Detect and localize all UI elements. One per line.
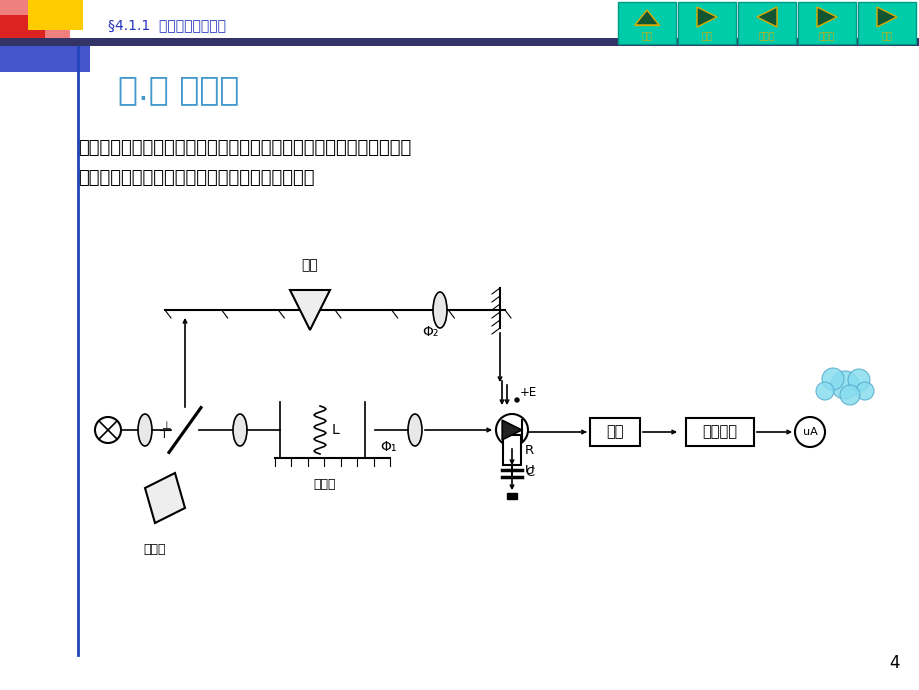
Bar <box>506 493 516 499</box>
Text: U: U <box>525 464 534 477</box>
Ellipse shape <box>233 414 246 446</box>
Bar <box>618 2 675 44</box>
Circle shape <box>495 414 528 446</box>
Bar <box>0 42 90 72</box>
Circle shape <box>855 382 873 400</box>
Text: Φ₁: Φ₁ <box>380 440 396 454</box>
Text: 下一张: 下一张 <box>818 32 834 41</box>
Bar <box>677 2 735 44</box>
Text: R: R <box>525 444 534 457</box>
Text: 利用被测量与某一标准量相比较，所得差或比反映了被测量的大小。例: 利用被测量与某一标准量相比较，所得差或比反映了被测量的大小。例 <box>78 139 411 157</box>
Text: 结束: 结束 <box>880 32 891 41</box>
Polygon shape <box>876 7 896 27</box>
Polygon shape <box>816 7 836 27</box>
Text: 二.　 差动法: 二. 差动法 <box>118 74 239 106</box>
Bar <box>797 2 855 44</box>
Circle shape <box>839 385 859 405</box>
Polygon shape <box>634 10 658 25</box>
Text: 尾页: 尾页 <box>701 32 711 41</box>
Bar <box>0 15 45 55</box>
Circle shape <box>815 382 834 400</box>
Ellipse shape <box>407 414 422 446</box>
Text: 4: 4 <box>889 654 899 672</box>
Circle shape <box>830 371 858 399</box>
Text: Φ₂: Φ₂ <box>421 325 437 339</box>
Polygon shape <box>502 420 521 440</box>
Bar <box>737 2 795 44</box>
Circle shape <box>515 398 518 402</box>
Text: 被测物: 被测物 <box>313 478 335 491</box>
Polygon shape <box>289 290 330 330</box>
Bar <box>686 418 754 446</box>
Polygon shape <box>145 473 185 523</box>
Bar <box>857 2 915 44</box>
Text: ⊥: ⊥ <box>161 421 171 431</box>
Bar <box>28 0 83 30</box>
Bar <box>0 38 919 46</box>
Text: uA: uA <box>801 427 816 437</box>
Text: §4.1.1  光电检测基本方法: §4.1.1 光电检测基本方法 <box>108 18 226 32</box>
Text: 如，用双光路差动法测量物体的长度，如图所示。: 如，用双光路差动法测量物体的长度，如图所示。 <box>78 169 314 187</box>
Circle shape <box>794 417 824 447</box>
Text: L: L <box>332 423 339 437</box>
Ellipse shape <box>138 414 152 446</box>
Bar <box>0 0 70 55</box>
Text: T: T <box>161 430 167 440</box>
Bar <box>589 418 640 446</box>
Circle shape <box>847 369 869 391</box>
Ellipse shape <box>433 292 447 328</box>
Text: 光楔: 光楔 <box>301 258 318 272</box>
Text: +E: +E <box>519 386 537 399</box>
Circle shape <box>95 417 121 443</box>
Circle shape <box>821 368 843 390</box>
Polygon shape <box>697 7 716 27</box>
Text: 章节: 章节 <box>641 32 652 41</box>
Text: 放大: 放大 <box>606 424 623 440</box>
Text: 调制盘: 调制盘 <box>143 543 166 556</box>
Text: 上一张: 上一张 <box>758 32 774 41</box>
Text: 相敏检波: 相敏检波 <box>702 424 737 440</box>
Text: C: C <box>525 466 534 480</box>
Polygon shape <box>756 7 777 27</box>
Bar <box>503 435 520 465</box>
